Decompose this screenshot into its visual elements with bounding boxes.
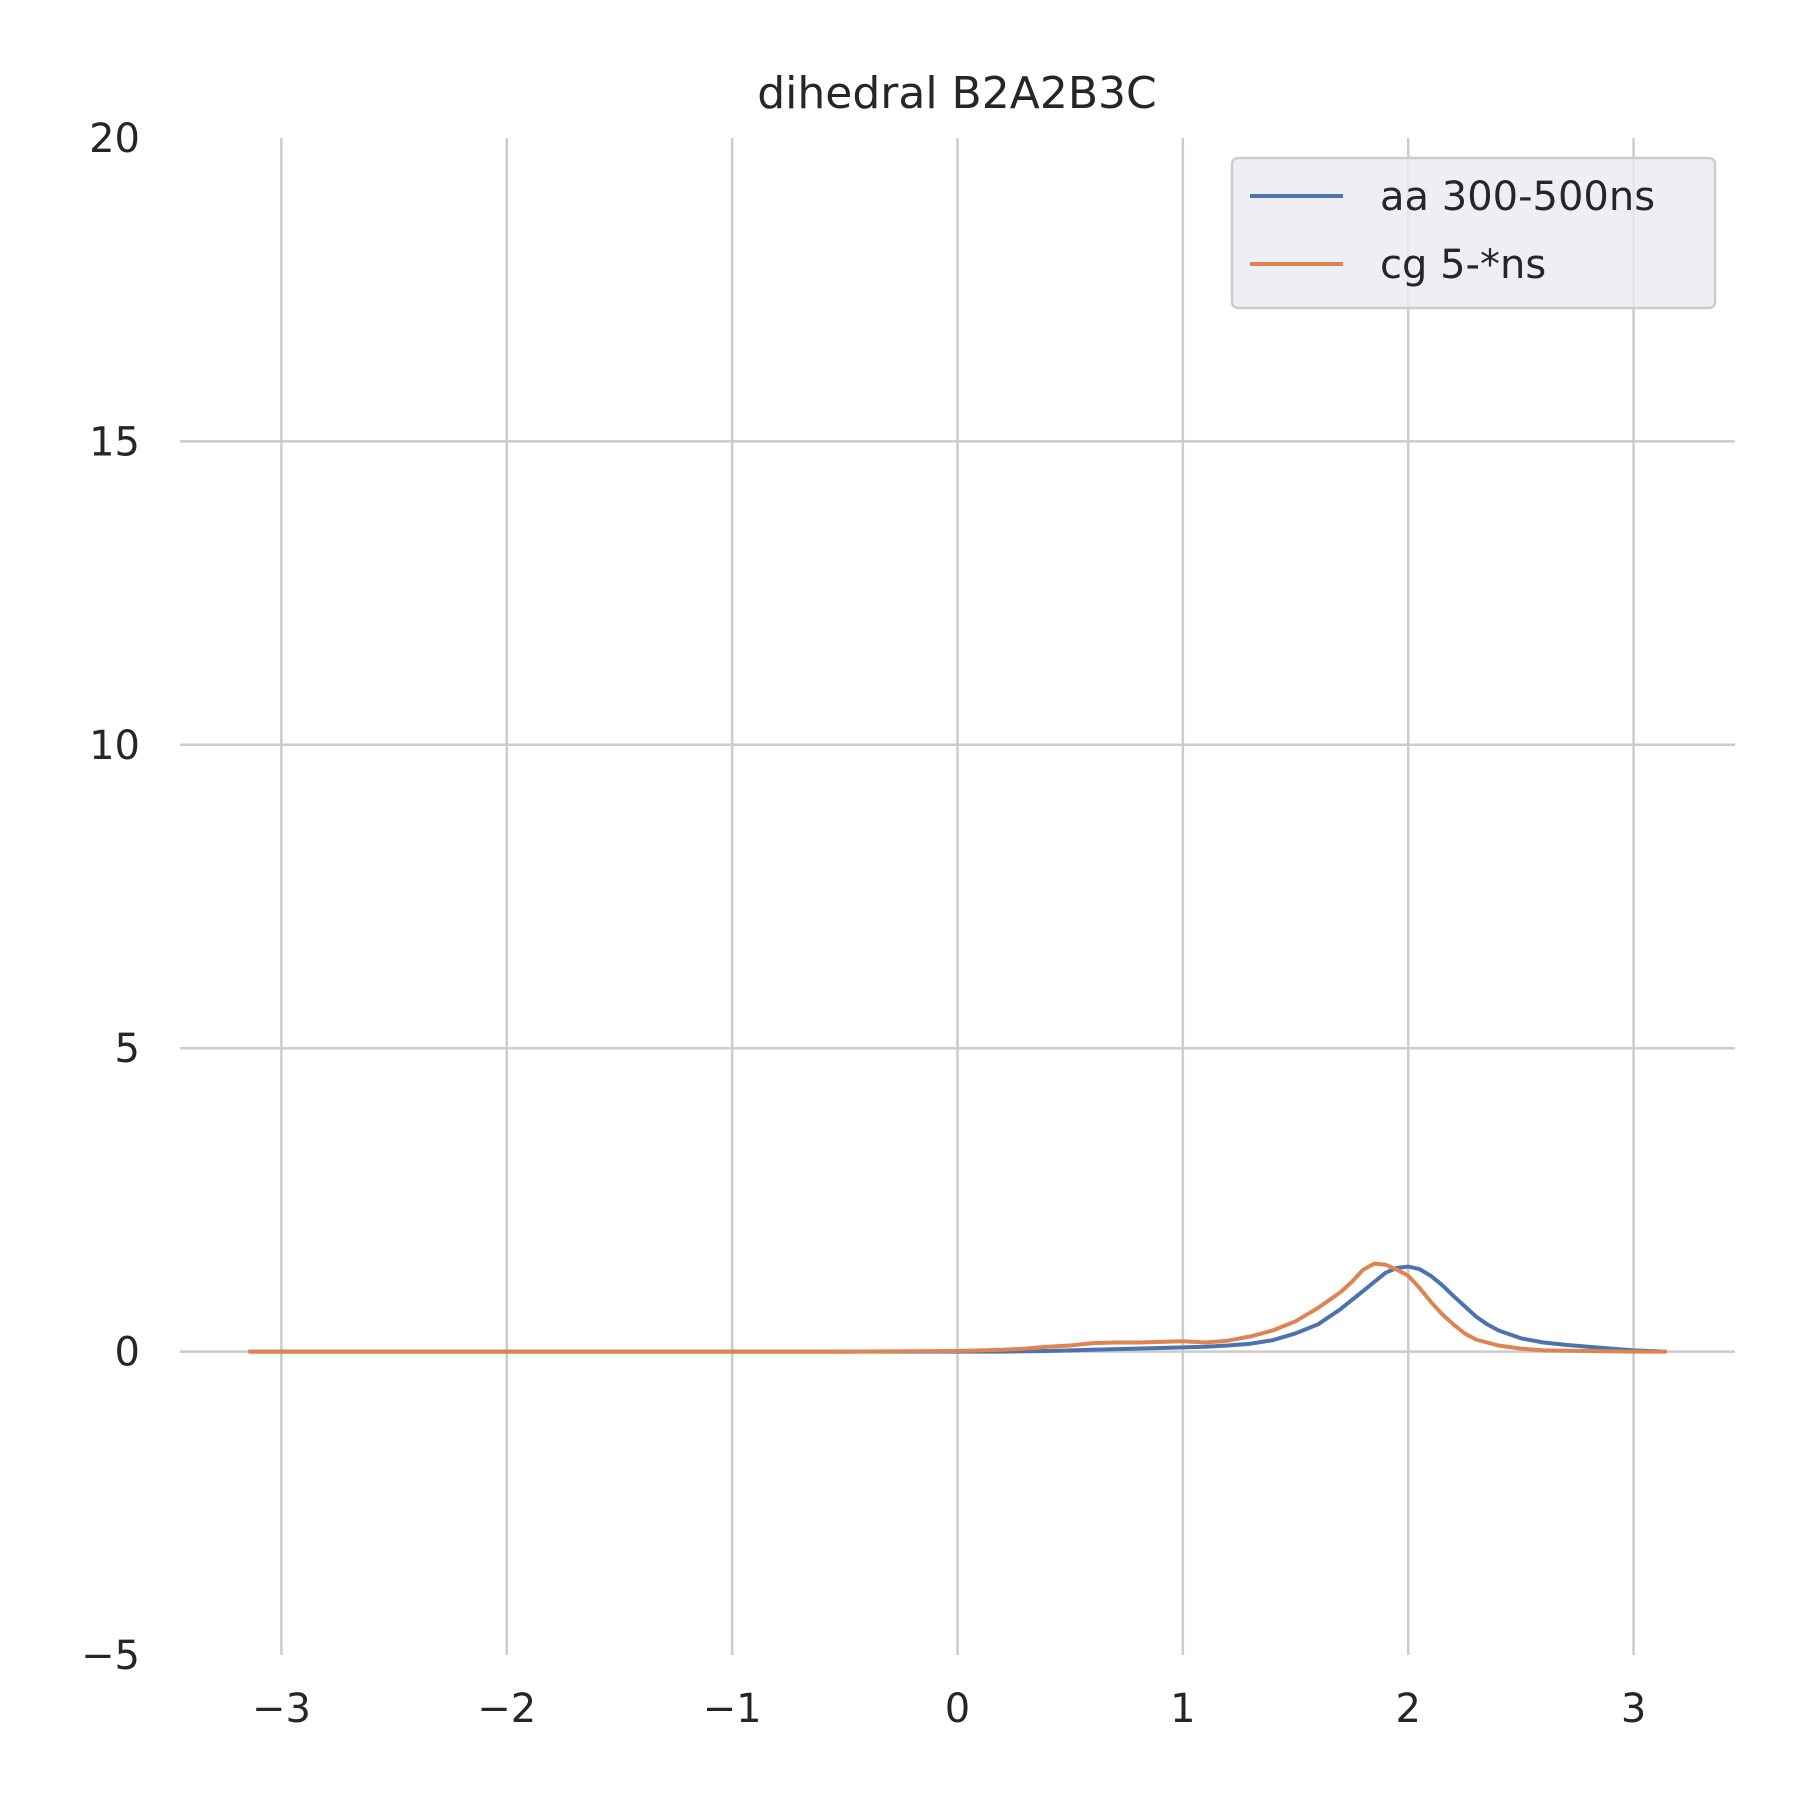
- legend-label: cg 5-*ns: [1380, 242, 1546, 288]
- series-lines: [247, 1261, 1668, 1354]
- x-tick-label: −1: [703, 1686, 762, 1732]
- y-tick-label: −5: [81, 1633, 140, 1679]
- y-tick-label: 0: [115, 1330, 140, 1376]
- y-tick-label: 5: [115, 1026, 140, 1072]
- y-tick-label: 20: [89, 116, 140, 162]
- chart-title: dihedral B2A2B3C: [757, 68, 1156, 119]
- legend: aa 300-500ns cg 5-*ns: [1230, 156, 1717, 310]
- legend-label: aa 300-500ns: [1380, 174, 1655, 220]
- x-tick-label: −2: [477, 1686, 536, 1732]
- x-tick-label: 2: [1395, 1686, 1420, 1732]
- x-tick-label: 1: [1170, 1686, 1195, 1732]
- x-tick-label: 3: [1621, 1686, 1646, 1732]
- y-tick-label: 15: [89, 419, 140, 465]
- x-tick-label: −3: [252, 1686, 311, 1732]
- series-line-1: [247, 1261, 1668, 1354]
- x-tick-label: 0: [945, 1686, 970, 1732]
- y-tick-label: 10: [89, 723, 140, 769]
- tick-labels: −3 −2 −1 0 1 2 3 −5 0 5 10 15 20: [81, 116, 1646, 1732]
- legend-box: [1230, 156, 1717, 310]
